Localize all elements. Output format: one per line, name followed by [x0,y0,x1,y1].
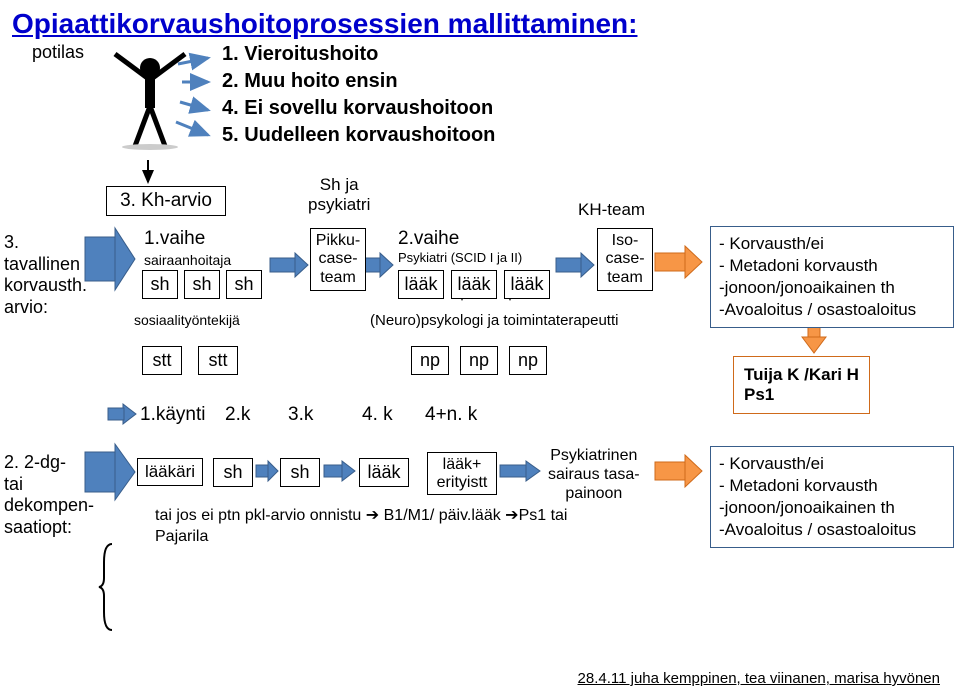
sh-box-r2-2: sh [280,458,320,487]
person-figure-icon [105,50,195,150]
vaihe1-label: 1.vaihe [144,228,205,250]
np-box-3: np [509,346,547,375]
row2dg-left-label: 2. 2-dg- tai dekompen- saatiopt: [4,452,94,538]
laak-box-2: lääk [451,270,497,299]
psyk-scid-label: Psykiatri (SCID I ja II) [398,250,522,265]
sh-psyk-label: Sh ja psykiatri [308,175,370,215]
visit-4: 4. k [362,404,393,426]
neuro-label: (Neuro)psykologi ja toimintaterapeutti [370,312,618,329]
laak-box-1: lääk [398,270,444,299]
footer-credits: 28.4.11 juha kemppinen, tea viinanen, ma… [578,670,940,687]
kh-arvio-box: 3. Kh-arvio [106,186,226,216]
visit-2: 2.k [225,404,250,426]
visit-3: 3.k [288,404,313,426]
psyk-sairaus-label: Psykiatrinen sairaus tasa- painoon [548,446,640,504]
laakari-box: lääkäri [137,458,203,486]
blue-outcome-box-1: - Korvausth/ei - Metadoni korvausth -jon… [710,226,954,328]
page-title: Opiaattikorvaushoitoprosessien mallittam… [12,8,948,40]
row3-left-label: 3. tavallinen korvausth. arvio: [4,232,87,318]
vaihe2-label: 2.vaihe [398,228,459,250]
option-4: 4. Ei sovellu korvaushoitoon [222,95,948,122]
sosiaalityontekija-label: sosiaalityöntekijä [134,312,240,328]
pikku-caseteam-box: Pikku- case- team [310,228,366,291]
iso-caseteam-box: Iso- case- team [597,228,653,291]
option-1: 1. Vieroitushoito [222,41,948,68]
sh-box-2: sh [184,270,220,299]
brace-icon [98,542,116,632]
blue-outcome-box-2: - Korvausth/ei - Metadoni korvausth -jon… [710,446,954,548]
kh-team-label: KH-team [578,200,645,220]
options-list: 1. Vieroitushoito 2. Muu hoito ensin 4. … [222,41,948,149]
option-5: 5. Uudelleen korvaushoitoon [222,122,948,149]
stt-box-2: stt [198,346,238,375]
visit-1: 1.käynti [140,404,205,426]
orange-owner-box: Tuija K /Kari H Ps1 [733,356,870,414]
visit-5: 4+n. k [425,404,477,426]
laak-box-3: lääk [504,270,550,299]
option-2: 2. Muu hoito ensin [222,68,948,95]
laak-box-r2: lääk [359,458,409,487]
ei-onnistu-text: tai jos ei ptn pkl-arvio onnistu ➔ B1/M1… [155,506,675,548]
sh-box-r2-1: sh [213,458,253,487]
np-box-1: np [411,346,449,375]
np-box-2: np [460,346,498,375]
stt-box-1: stt [142,346,182,375]
erityistt-box: lääk+ erityistt [427,452,497,495]
sh-box-1: sh [142,270,178,299]
sh-box-3: sh [226,270,262,299]
sairaanhoitaja-label: sairaanhoitaja [144,252,231,268]
